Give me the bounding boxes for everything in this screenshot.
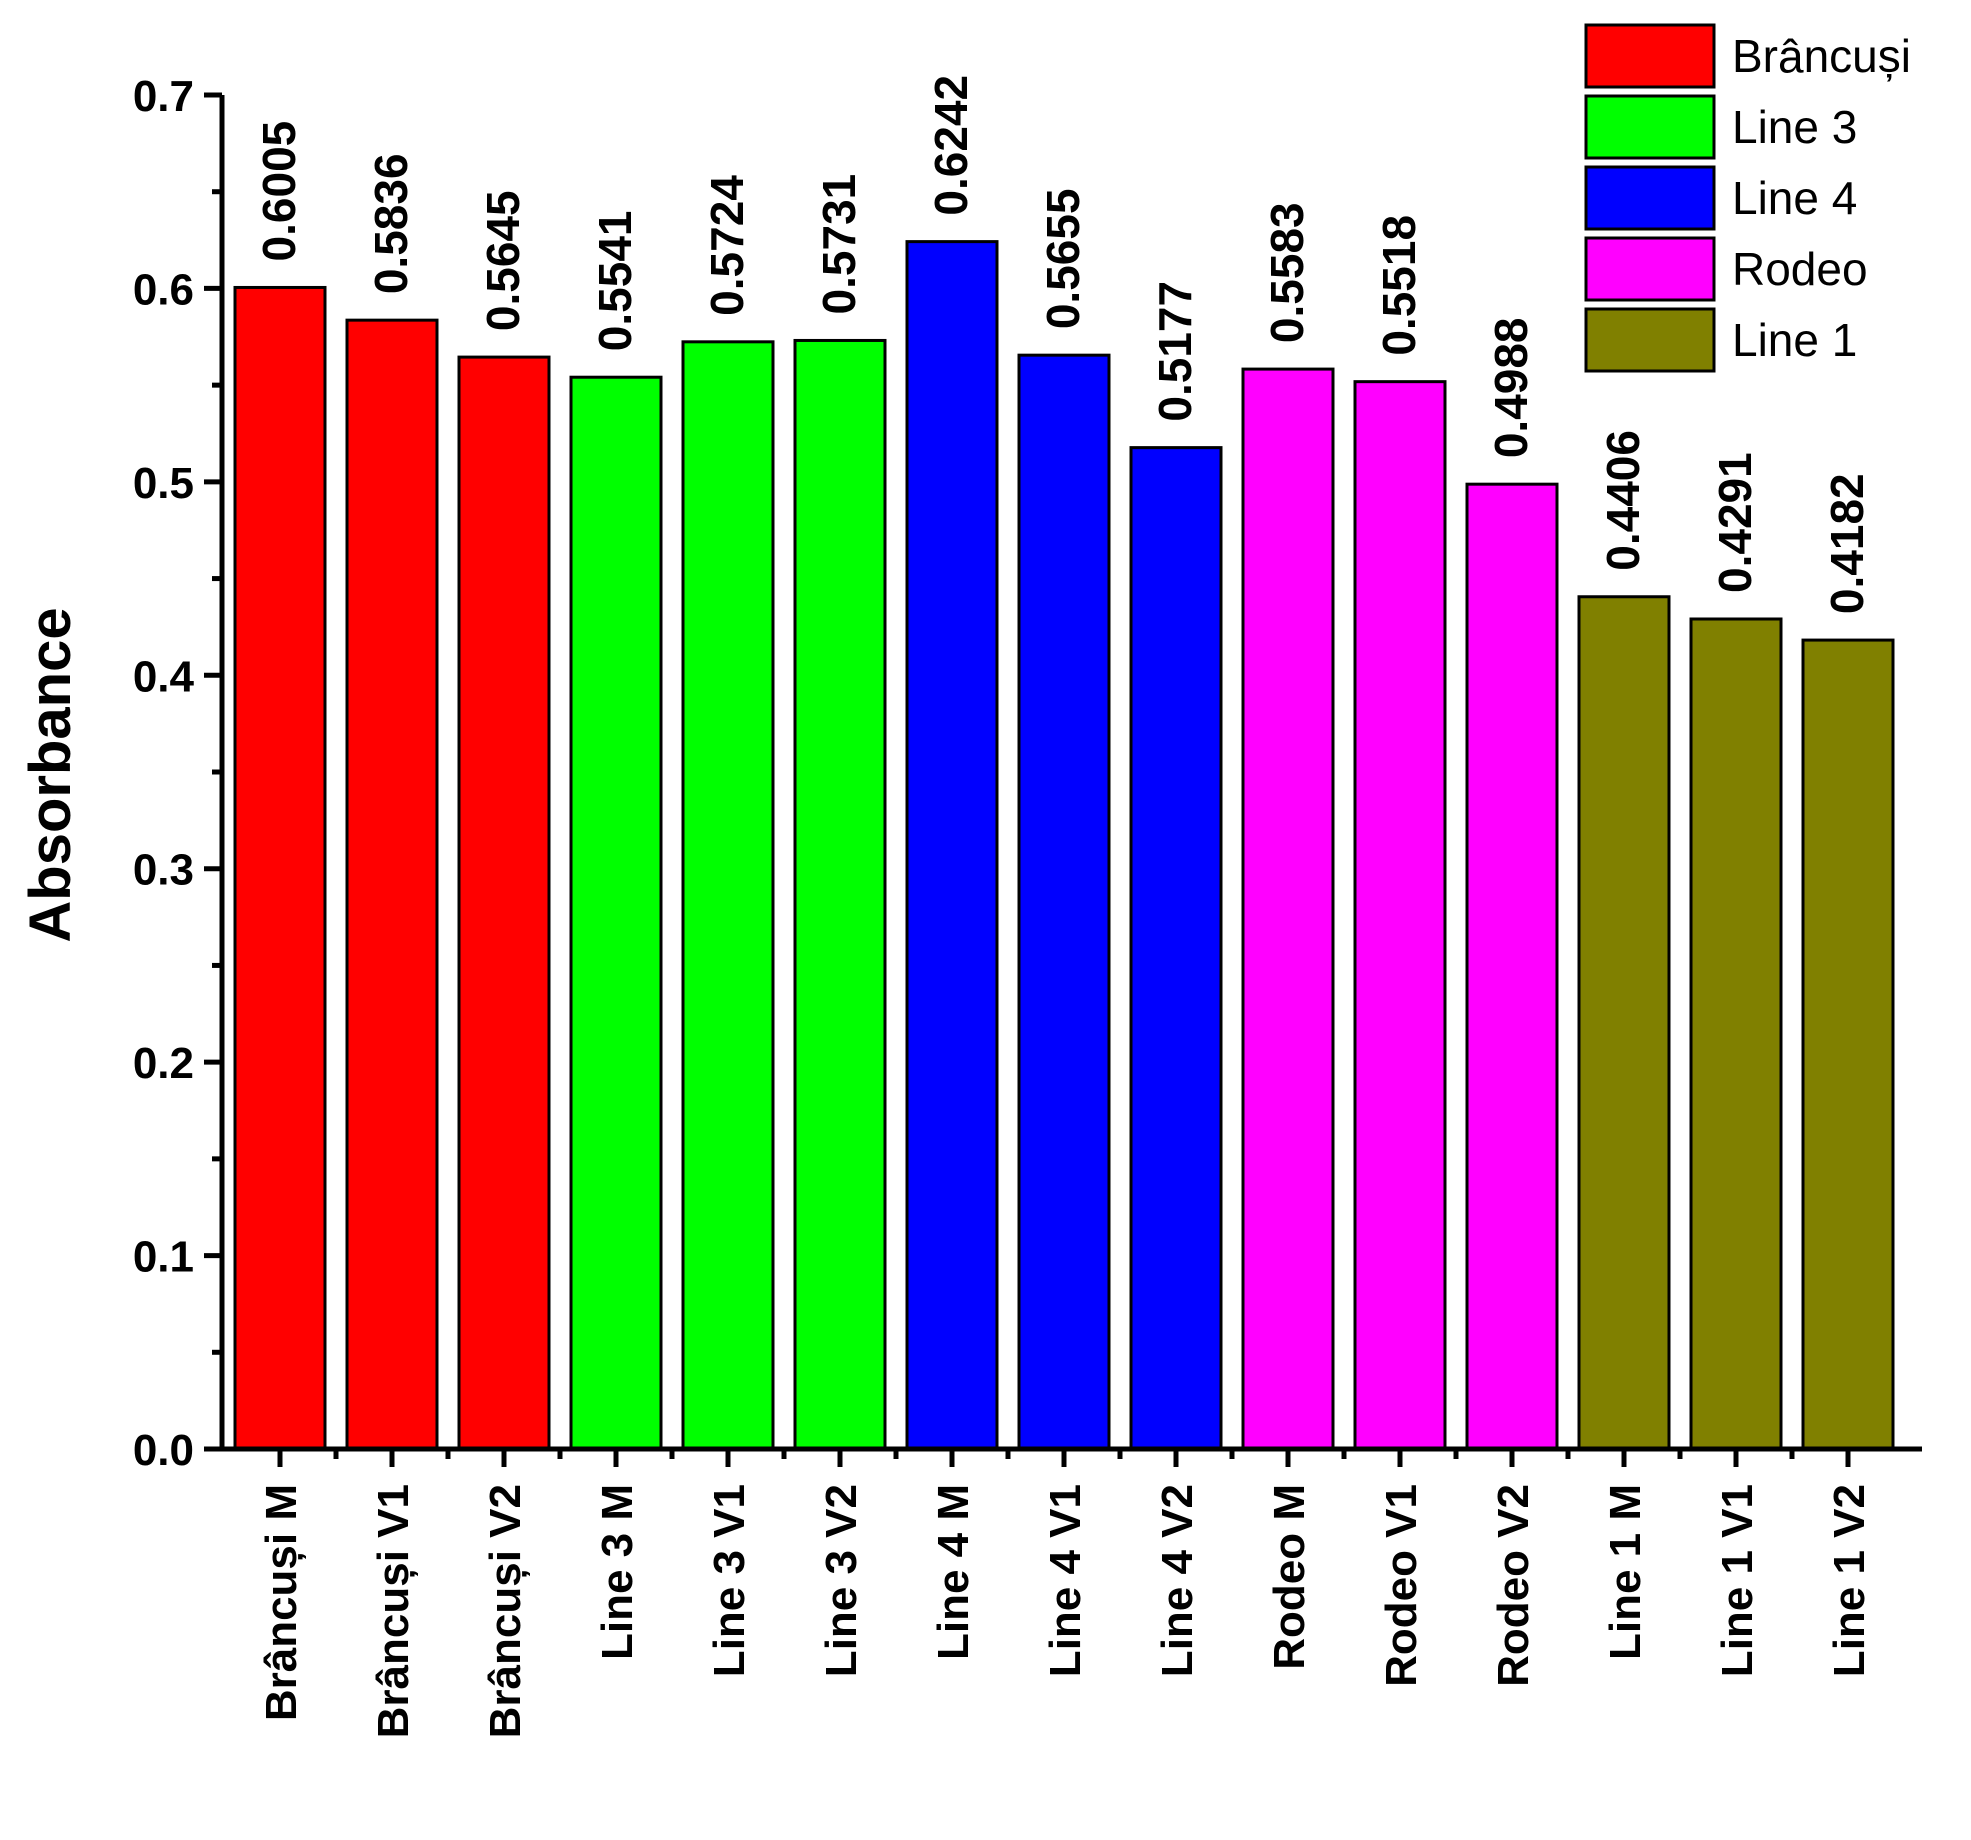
x-tick-label: Brâncuși V2 [481,1484,530,1738]
bar-value-label: 0.5836 [365,153,417,294]
bar-value-label: 0.5655 [1037,188,1089,329]
x-tick-label: Line 3 V1 [705,1484,754,1677]
bar-5 [681,340,775,1451]
x-tick-label: Line 3 M [593,1484,642,1660]
x-tick-label: Brâncuși V1 [369,1484,418,1738]
bar-2 [345,318,439,1451]
bar-value-label: 0.4406 [1597,430,1649,571]
bar-13 [1577,595,1671,1451]
y-tick-label: 0.7 [133,72,194,121]
legend-layer: Brâncuși Line 3 Line 4 Rodeo Line 1 [1584,23,1911,373]
bar-value-label: 0.4988 [1485,317,1537,458]
x-tick-label: Line 4 M [929,1484,978,1660]
bar-value-label: 0.6005 [253,121,305,262]
bar-value-label: 0.5731 [813,174,865,315]
bar-value-label: 0.5583 [1261,202,1313,343]
x-tick-label: Rodeo V1 [1377,1484,1426,1687]
y-axis-title: Absorbance [18,607,83,942]
bar-value-label: 0.5724 [701,175,753,316]
x-tick-label: Rodeo V2 [1489,1484,1538,1687]
legend-label: Brâncuși [1732,30,1911,82]
legend-label: Line 1 [1732,314,1857,366]
x-tick-label: Rodeo M [1265,1484,1314,1670]
bar-14 [1689,617,1783,1451]
bar-9 [1129,446,1223,1451]
bar-3 [457,355,551,1451]
legend-swatch [1584,236,1716,302]
x-tick-label: Line 4 V1 [1041,1484,1090,1677]
legend-label: Line 3 [1732,101,1857,153]
bar-1 [233,285,327,1451]
y-tick-label: 0.3 [133,846,194,895]
y-tick-label: 0.5 [133,459,194,508]
legend-swatch [1584,165,1716,231]
x-tick-label: Line 1 M [1601,1484,1650,1660]
bar-value-label: 0.4291 [1709,452,1761,593]
bar-10 [1241,367,1335,1451]
legend-swatch [1584,94,1716,160]
bar-value-label: 0.5645 [477,190,529,331]
axes-layer: 0.0 0.1 0.2 0.3 0.4 0.5 0.6 0.7 Brâncuși M Brâncu… [133,72,1922,1738]
x-tick-label: Line 1 V1 [1713,1484,1762,1677]
x-tick-label: Line 1 V2 [1825,1484,1874,1677]
bar-12 [1465,482,1559,1451]
bar-value-label: 0.5518 [1373,215,1425,356]
y-tick-label: 0.6 [133,265,194,314]
bar-value-label: 0.5177 [1149,281,1201,422]
bar-8 [1017,353,1111,1451]
legend-swatch [1584,23,1716,89]
bar-value-label: 0.6242 [925,75,977,216]
bar-4 [569,375,663,1451]
bars-layer: 0.6005 0.5836 0.5645 0.5541 0.5724 0.5731 0.62… [233,75,1895,1451]
y-tick-label: 0.1 [133,1233,194,1282]
x-tick-label: Brâncuși M [257,1484,306,1721]
bar-15 [1801,638,1895,1451]
legend-label: Rodeo [1732,243,1868,295]
bar-value-label: 0.4182 [1821,473,1873,614]
x-tick-label: Line 4 V2 [1153,1484,1202,1677]
bar-value-label: 0.5541 [589,211,641,352]
x-tick-label: Line 3 V2 [817,1484,866,1677]
bar-6 [793,338,887,1451]
y-tick-label: 0.2 [133,1039,194,1088]
bar-7 [905,240,999,1451]
legend-swatch [1584,307,1716,373]
y-tick-label: 0.0 [133,1426,194,1475]
y-tick-label: 0.4 [133,652,195,701]
legend-label: Line 4 [1732,172,1857,224]
bar-11 [1353,380,1447,1451]
